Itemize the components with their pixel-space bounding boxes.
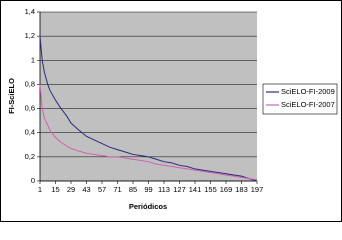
legend-label: SciELO-FI-2009 (281, 87, 335, 96)
legend-box (262, 83, 338, 115)
x-tick-label: 197 (251, 185, 264, 194)
x-tick-label: 113 (158, 185, 170, 194)
x-tick-label: 71 (113, 185, 121, 194)
data-line (39, 36, 258, 182)
x-axis-title: Periódicos (129, 202, 167, 211)
x-tick-label: 169 (220, 185, 233, 194)
x-tick-label: 15 (51, 185, 59, 194)
x-tick-label: 127 (173, 185, 186, 194)
legend-label: SciELO-FI-2007 (281, 100, 335, 109)
y-tick-label: 0,6 (25, 104, 35, 113)
y-tick-label: 0 (31, 176, 35, 185)
y-tick-label: 1,4 (25, 7, 35, 16)
y-axis-title: FI-SciELO (7, 78, 16, 114)
x-tick-label: 57 (98, 185, 106, 194)
x-tick-label: 155 (204, 185, 217, 194)
plot-area (40, 12, 257, 181)
y-tick-label: 0,2 (25, 152, 35, 161)
x-tick-label: 43 (82, 185, 90, 194)
x-tick-label: 183 (235, 185, 248, 194)
x-tick-label: 1 (38, 185, 42, 194)
y-tick-label: 1 (31, 55, 35, 64)
y-tick-label: 0,8 (25, 79, 35, 88)
x-tick-label: 99 (144, 185, 152, 194)
x-tick-label: 141 (189, 185, 202, 194)
data-line (39, 84, 258, 181)
chart: Periódicos FI-SciELO 0 0,2 0,4 0,6 0,8 1 1,2 1,… (0, 0, 342, 222)
x-tick-label: 85 (129, 185, 137, 194)
y-tick-label: 1,2 (25, 31, 35, 40)
y-tick-label: 0,4 (25, 128, 35, 137)
x-tick-label: 29 (67, 185, 75, 194)
